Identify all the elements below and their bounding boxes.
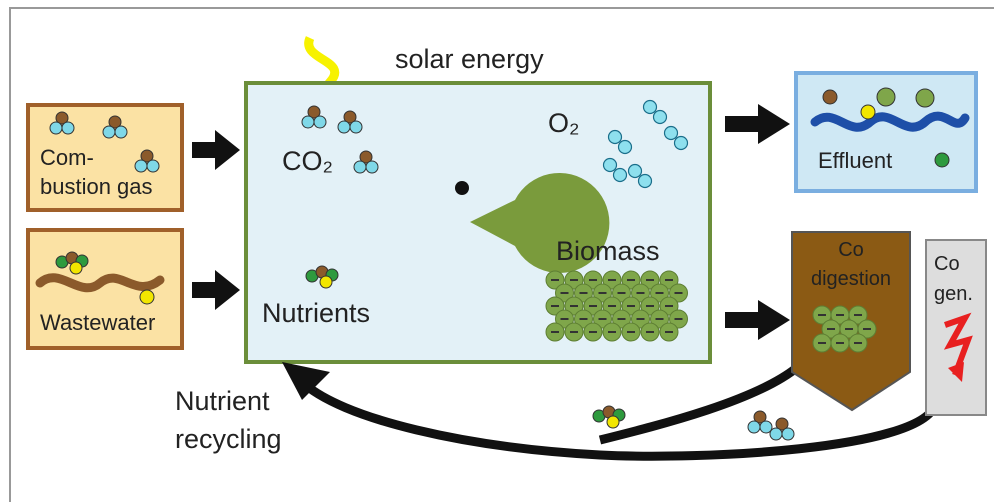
cell xyxy=(849,334,867,352)
pacman-eye xyxy=(455,181,469,195)
co-digestion-label: digestion xyxy=(811,268,891,290)
input-label: Wastewater xyxy=(40,310,155,335)
solar-energy-label: solar energy xyxy=(395,44,544,74)
cell xyxy=(603,323,621,341)
input-label: Com- xyxy=(40,145,94,170)
recycling-label: Nutrient xyxy=(175,386,270,416)
molecule xyxy=(861,105,875,119)
cell xyxy=(641,323,659,341)
cell xyxy=(546,323,564,341)
cell xyxy=(565,323,583,341)
digestion-cells xyxy=(813,306,876,352)
molecule xyxy=(935,153,949,167)
co-gen-label: Co xyxy=(934,253,960,275)
cell xyxy=(622,323,640,341)
o2-label: O₂ xyxy=(548,108,579,138)
recycling-label: recycling xyxy=(175,424,282,454)
molecule xyxy=(823,90,837,104)
cell xyxy=(877,88,895,106)
co-gen-label: gen. xyxy=(934,283,973,305)
cell xyxy=(831,334,849,352)
biomass-cells xyxy=(546,271,688,341)
cell xyxy=(660,323,678,341)
cell xyxy=(916,89,934,107)
effluent-label: Effluent xyxy=(818,148,892,173)
diagram: solar energy Com- bustion gas Wastewater… xyxy=(0,0,994,502)
input-label: bustion gas xyxy=(40,174,153,199)
molecule xyxy=(140,290,154,304)
cell xyxy=(584,323,602,341)
co-digestion-label: Co xyxy=(838,239,864,261)
nutrients-label: Nutrients xyxy=(262,298,370,328)
biomass-label: Biomass xyxy=(556,236,660,266)
cell xyxy=(813,334,831,352)
co2-label: CO₂ xyxy=(282,146,333,176)
